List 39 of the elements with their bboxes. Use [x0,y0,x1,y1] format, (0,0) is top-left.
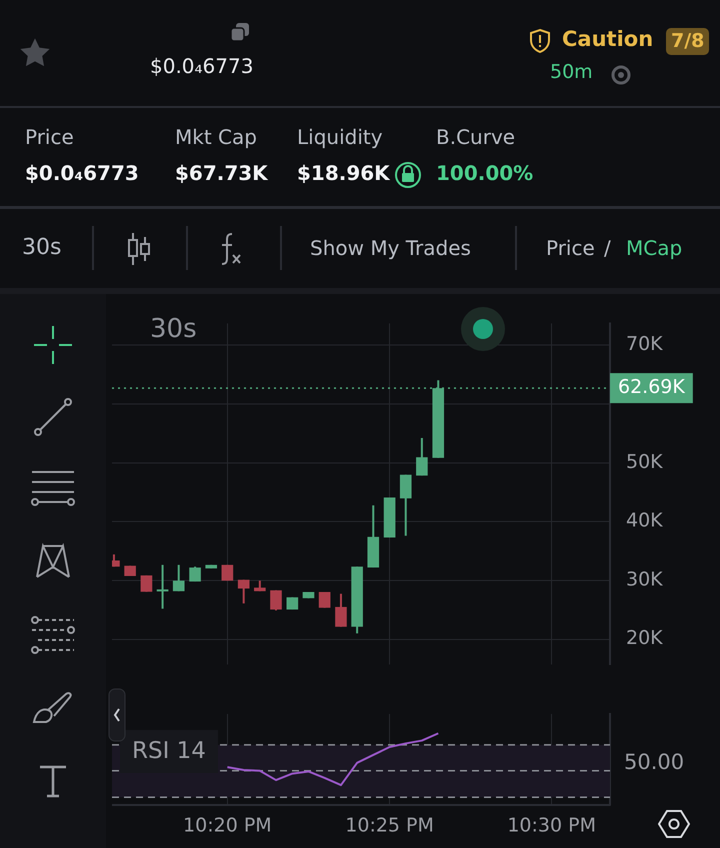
text: 100.00% [436,161,534,185]
text: Liquidity [297,125,383,149]
text: $67.73K [175,161,268,185]
text: B.Curve [436,125,516,149]
candlestick [172,564,185,592]
text: Caution [562,27,654,51]
text: Price [546,236,595,260]
x-tick-label: 10:25 PM [345,814,434,837]
candlestick [156,564,168,610]
text: Show My Trades [310,236,471,260]
candlestick [335,592,347,628]
text: 7/8 [666,28,710,55]
y-tick-label: 30K [626,568,664,590]
text: 30s [22,235,62,260]
text: 50m [550,61,593,83]
y-tick-label: 50K [626,450,664,473]
candlestick [189,566,201,583]
text: / [604,236,611,260]
y-tick-label: 20K [626,627,664,650]
text: 50.00 [624,750,684,774]
chart-title: 30s [150,314,197,344]
candlestick [318,591,330,609]
text: $18.96K [297,161,390,185]
candlestick [416,436,428,477]
ref-line-label: 62.69K [618,376,686,398]
y-tick-label: 40K [626,510,664,532]
text: $0.0₄6773 [25,161,139,185]
text: MCap [626,236,682,260]
x-tick-label: 10:30 PM [507,814,596,837]
text: Mkt Cap [175,125,257,149]
x-tick-label: 10:20 PM [183,814,272,837]
text: Price [25,125,74,149]
chart-title: RSI 14 [120,730,218,773]
y-tick-label: 70K [626,333,664,356]
candlestick [400,474,412,537]
candlestick [140,574,152,593]
candlestick [270,589,282,612]
text: $0.0₄6773 [150,54,254,78]
candlestick [238,578,250,604]
